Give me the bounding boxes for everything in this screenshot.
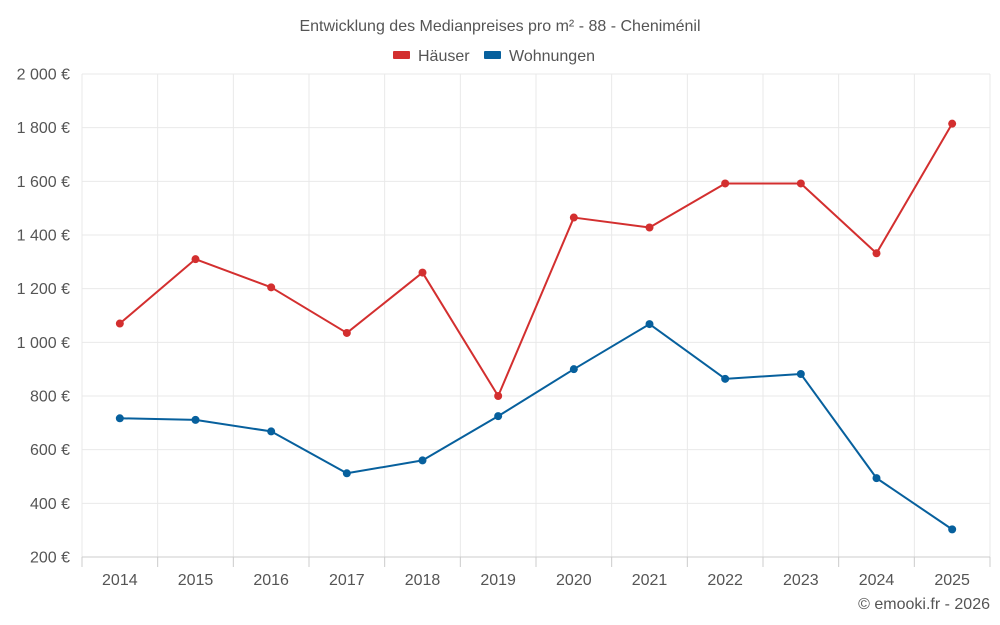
x-tick-label: 2019	[480, 572, 516, 589]
data-point-wohnungen[interactable]	[342, 469, 351, 478]
legend-item-haeuser[interactable]: Häuser	[393, 48, 470, 65]
data-point-wohnungen[interactable]	[115, 414, 124, 423]
x-tick-label: 2021	[632, 572, 668, 589]
data-point-haeuser[interactable]	[721, 179, 730, 188]
y-tick-label: 2 000 €	[17, 67, 70, 84]
data-point-wohnungen[interactable]	[645, 320, 654, 329]
legend-label-haeuser: Häuser	[418, 48, 470, 65]
data-point-wohnungen[interactable]	[418, 456, 427, 465]
data-point-haeuser[interactable]	[418, 268, 427, 277]
series-wohnungen	[115, 320, 957, 534]
x-tick-label: 2018	[405, 572, 441, 589]
y-tick-label: 800 €	[30, 389, 70, 406]
grid	[81, 73, 991, 557]
legend: Häuser Wohnungen	[393, 48, 595, 65]
data-point-wohnungen[interactable]	[796, 369, 805, 378]
y-tick-label: 1 600 €	[17, 174, 70, 191]
data-point-haeuser[interactable]	[948, 119, 957, 128]
data-point-wohnungen[interactable]	[948, 525, 957, 534]
y-tick-label: 1 400 €	[17, 228, 70, 245]
legend-label-wohnungen: Wohnungen	[509, 48, 595, 65]
series-line-wohnungen	[119, 323, 953, 531]
data-point-haeuser[interactable]	[645, 223, 654, 232]
x-axis: 2014 2015 2016 2017 2018 2019 2020 2021 2022 2023…	[81, 556, 991, 589]
credit-text: © emooki.fr - 2026	[858, 596, 990, 613]
data-point-haeuser[interactable]	[872, 249, 881, 258]
legend-swatch-wohnungen	[484, 51, 501, 59]
chart-title: Entwicklung des Medianpreises pro m² - 8…	[299, 18, 700, 35]
data-point-wohnungen[interactable]	[494, 412, 503, 421]
x-tick-label: 2024	[859, 572, 895, 589]
x-tick-label: 2014	[102, 572, 138, 589]
data-point-wohnungen[interactable]	[721, 374, 730, 383]
x-tick-label: 2022	[707, 572, 743, 589]
y-tick-label: 400 €	[30, 496, 70, 513]
y-tick-label: 1 800 €	[17, 120, 70, 137]
x-tick-label: 2020	[556, 572, 592, 589]
data-point-haeuser[interactable]	[115, 319, 124, 328]
y-tick-label: 1 200 €	[17, 281, 70, 298]
data-point-wohnungen[interactable]	[267, 427, 276, 436]
legend-item-wohnungen[interactable]: Wohnungen	[484, 48, 595, 65]
series-line-haeuser	[119, 123, 954, 397]
data-point-haeuser[interactable]	[796, 179, 805, 188]
data-point-wohnungen[interactable]	[569, 365, 578, 374]
data-point-wohnungen[interactable]	[191, 415, 200, 424]
data-point-haeuser[interactable]	[342, 328, 351, 337]
series-group	[115, 119, 957, 534]
x-tick-label: 2016	[253, 572, 289, 589]
data-point-haeuser[interactable]	[569, 213, 578, 222]
x-tick-label: 2025	[934, 572, 970, 589]
data-point-haeuser[interactable]	[494, 392, 503, 400]
data-point-haeuser[interactable]	[191, 255, 200, 264]
series-haeuser	[115, 119, 957, 400]
data-point-wohnungen[interactable]	[872, 474, 881, 483]
y-tick-label: 1 000 €	[17, 335, 70, 352]
y-axis: 200 € 400 € 600 € 800 € 1 000 € 1 200 € 1 400 …	[17, 67, 70, 567]
legend-swatch-haeuser	[393, 51, 410, 59]
x-tick-label: 2023	[783, 572, 819, 589]
y-tick-label: 600 €	[30, 442, 70, 459]
data-point-haeuser[interactable]	[267, 283, 276, 292]
x-tick-label: 2015	[178, 572, 214, 589]
y-tick-label: 200 €	[30, 550, 70, 567]
x-tick-label: 2017	[329, 572, 365, 589]
